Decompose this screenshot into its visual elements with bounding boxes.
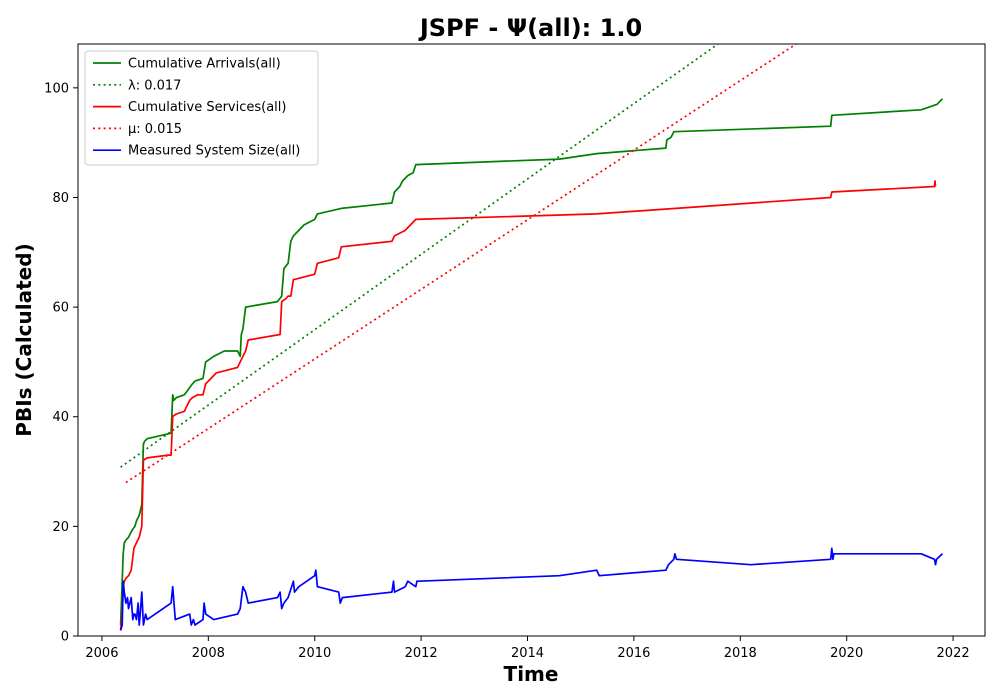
x-tick-label: 2012 <box>405 646 438 661</box>
y-tick-label: 20 <box>52 520 69 535</box>
series-line-1 <box>119 98 944 626</box>
legend-label: λ: 0.017 <box>128 78 181 93</box>
x-tick-label: 2016 <box>617 646 650 661</box>
chart-title: JSPF - Ψ(all): 1.0 <box>418 14 642 42</box>
legend-box <box>84 50 319 166</box>
x-axis: 2006 2008 2010 2012 2014 2016 2018 2020 2022 <box>85 636 970 661</box>
x-tick-label: 2020 <box>830 646 863 661</box>
series-line-5 <box>119 547 943 631</box>
y-axis: 0 20 40 60 80 100 <box>44 81 78 645</box>
plot-frame <box>77 43 986 637</box>
legend: Cumulative Arrivals(all) λ: 0.017 Cumulati… <box>84 50 319 166</box>
legend-label: μ: 0.015 <box>128 122 182 137</box>
y-tick-label: 80 <box>52 191 69 206</box>
series-line-2 <box>120 44 719 468</box>
legend-label: Cumulative Services(all) <box>128 100 286 115</box>
x-tick-label: 2006 <box>85 646 118 661</box>
x-tick-label: 2018 <box>724 646 757 661</box>
legend-label: Measured System Size(all) <box>128 144 300 159</box>
legend-label: Cumulative Arrivals(all) <box>128 57 281 72</box>
y-tick-label: 40 <box>52 410 69 425</box>
plot-area <box>119 44 944 631</box>
x-tick-label: 2022 <box>937 646 970 661</box>
y-tick-label: 0 <box>61 630 69 645</box>
x-tick-label: 2010 <box>298 646 331 661</box>
x-tick-label: 2014 <box>511 646 544 661</box>
x-tick-label: 2008 <box>192 646 225 661</box>
y-tick-label: 60 <box>52 301 69 316</box>
series-line-4 <box>125 44 797 484</box>
y-axis-label: PBIs (Calculated) <box>12 243 36 436</box>
series-line-3 <box>119 180 937 631</box>
x-axis-label: Time <box>504 662 559 686</box>
y-tick-label: 100 <box>44 81 69 96</box>
